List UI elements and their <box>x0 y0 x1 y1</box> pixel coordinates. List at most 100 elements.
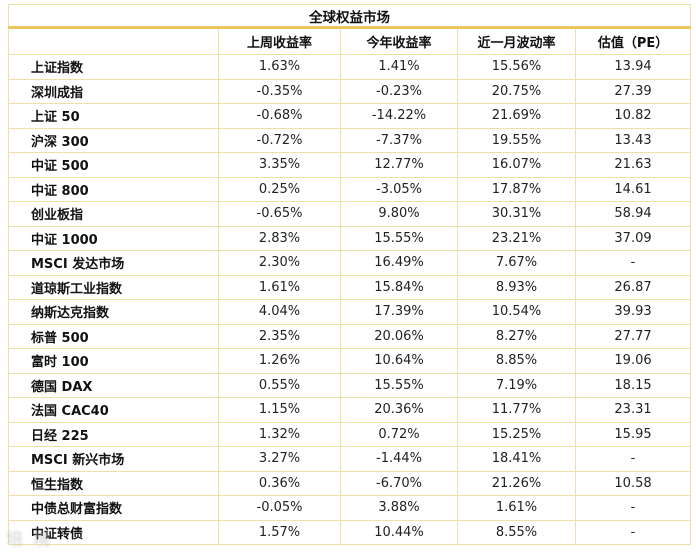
table-row: 纳斯达克指数 4.04% 17.39% 10.54% 39.93 <box>8 299 692 325</box>
ytd-return-cell: 20.06% <box>340 323 458 349</box>
valuation-pe-cell: 58.94 <box>574 201 692 227</box>
week-return-cell: -0.68% <box>218 103 341 129</box>
index-name-cell: 标普 500 <box>8 323 219 349</box>
week-return-cell: 2.35% <box>218 323 341 349</box>
table-row: MSCI 新兴市场 3.27% -1.44% 18.41% - <box>8 446 692 472</box>
ytd-return-cell: 16.49% <box>340 250 458 276</box>
ytd-return-cell: 15.55% <box>340 372 458 398</box>
month-volatility-cell: 10.54% <box>457 299 576 325</box>
week-return-cell: 4.04% <box>218 299 341 325</box>
week-return-cell: 3.35% <box>218 152 341 178</box>
index-name-cell: 富时 100 <box>8 348 219 374</box>
table-row: 创业板指 -0.65% 9.80% 30.31% 58.94 <box>8 201 692 227</box>
ytd-return-cell: 12.77% <box>340 152 458 178</box>
ytd-return-cell: 10.44% <box>340 519 458 545</box>
valuation-pe-cell: 21.63 <box>574 152 692 178</box>
index-name-cell: 中证 1000 <box>8 225 219 251</box>
week-return-cell: -0.65% <box>218 201 341 227</box>
ytd-return-cell: 0.72% <box>340 421 458 447</box>
week-return-cell: 2.83% <box>218 225 341 251</box>
month-volatility-cell: 8.85% <box>457 348 576 374</box>
month-volatility-cell: 7.67% <box>457 250 576 276</box>
column-header-ytd-return: 今年收益率 <box>340 27 458 55</box>
table-row: 中证转债 1.57% 10.44% 8.55% - <box>8 519 692 545</box>
week-return-cell: 0.36% <box>218 470 341 496</box>
week-return-cell: -0.72% <box>218 127 341 153</box>
week-return-cell: 2.30% <box>218 250 341 276</box>
week-return-cell: 1.32% <box>218 421 341 447</box>
week-return-cell: -0.35% <box>218 78 341 104</box>
table-title: 全球权益市场 <box>7 4 692 29</box>
index-name-cell: 深圳成指 <box>8 78 219 104</box>
table-title-row: 全球权益市场 <box>7 4 692 29</box>
table-row: 中债总财富指数 -0.05% 3.88% 1.61% - <box>8 495 692 521</box>
table-row: 日经 225 1.32% 0.72% 15.25% 15.95 <box>8 421 692 447</box>
index-name-cell: 中债总财富指数 <box>8 495 219 521</box>
index-name-cell: 上证 50 <box>8 103 219 129</box>
week-return-cell: 1.26% <box>218 348 341 374</box>
table-row: 中证 800 0.25% -3.05% 17.87% 14.61 <box>8 176 692 202</box>
week-return-cell: 3.27% <box>218 446 341 472</box>
index-name-cell: 沪深 300 <box>8 127 219 153</box>
table-row: 沪深 300 -0.72% -7.37% 19.55% 13.43 <box>8 127 692 153</box>
valuation-pe-cell: - <box>574 250 692 276</box>
index-name-cell: 上证指数 <box>8 54 219 80</box>
month-volatility-cell: 21.26% <box>457 470 576 496</box>
valuation-pe-cell: 10.58 <box>574 470 692 496</box>
table-row: 中证 500 3.35% 12.77% 16.07% 21.63 <box>8 152 692 178</box>
ytd-return-cell: -3.05% <box>340 176 458 202</box>
month-volatility-cell: 20.75% <box>457 78 576 104</box>
ytd-return-cell: 17.39% <box>340 299 458 325</box>
column-header-valuation-pe: 估值（PE） <box>574 27 692 55</box>
index-name-cell: 纳斯达克指数 <box>8 299 219 325</box>
table-row: MSCI 发达市场 2.30% 16.49% 7.67% - <box>8 250 692 276</box>
valuation-pe-cell: 13.43 <box>574 127 692 153</box>
valuation-pe-cell: 27.39 <box>574 78 692 104</box>
month-volatility-cell: 16.07% <box>457 152 576 178</box>
ytd-return-cell: 15.55% <box>340 225 458 251</box>
valuation-pe-cell: 39.93 <box>574 299 692 325</box>
index-name-cell: 道琼斯工业指数 <box>8 274 219 300</box>
month-volatility-cell: 17.87% <box>457 176 576 202</box>
week-return-cell: 1.15% <box>218 397 341 423</box>
ytd-return-cell: -6.70% <box>340 470 458 496</box>
table-row: 上证指数 1.63% 1.41% 15.56% 13.94 <box>8 54 692 80</box>
month-volatility-cell: 21.69% <box>457 103 576 129</box>
valuation-pe-cell: 37.09 <box>574 225 692 251</box>
table-row: 标普 500 2.35% 20.06% 8.27% 27.77 <box>8 323 692 349</box>
week-return-cell: -0.05% <box>218 495 341 521</box>
index-name-cell: 恒生指数 <box>8 470 219 496</box>
valuation-pe-cell: - <box>574 446 692 472</box>
table-row: 上证 50 -0.68% -14.22% 21.69% 10.82 <box>8 103 692 129</box>
valuation-pe-cell: - <box>574 519 692 545</box>
ytd-return-cell: -14.22% <box>340 103 458 129</box>
week-return-cell: 0.25% <box>218 176 341 202</box>
month-volatility-cell: 8.55% <box>457 519 576 545</box>
global-equity-market-table: 全球权益市场 上周收益率 今年收益率 近一月波动率 估值（PE） 上证指数 1.6… <box>7 4 692 545</box>
valuation-pe-cell: 14.61 <box>574 176 692 202</box>
index-name-cell: MSCI 发达市场 <box>8 250 219 276</box>
month-volatility-cell: 30.31% <box>457 201 576 227</box>
table-row: 深圳成指 -0.35% -0.23% 20.75% 27.39 <box>8 78 692 104</box>
table-row: 中证 1000 2.83% 15.55% 23.21% 37.09 <box>8 225 692 251</box>
month-volatility-cell: 8.93% <box>457 274 576 300</box>
ytd-return-cell: 20.36% <box>340 397 458 423</box>
index-name-cell: 中证转债 <box>8 519 219 545</box>
ytd-return-cell: 10.64% <box>340 348 458 374</box>
index-name-cell: 中证 500 <box>8 152 219 178</box>
table-header-row: 上周收益率 今年收益率 近一月波动率 估值（PE） <box>8 27 692 55</box>
month-volatility-cell: 18.41% <box>457 446 576 472</box>
table-row: 法国 CAC40 1.15% 20.36% 11.77% 23.31 <box>8 397 692 423</box>
week-return-cell: 1.61% <box>218 274 341 300</box>
column-header-index-name <box>8 27 219 55</box>
ytd-return-cell: -7.37% <box>340 127 458 153</box>
valuation-pe-cell: 10.82 <box>574 103 692 129</box>
valuation-pe-cell: 27.77 <box>574 323 692 349</box>
valuation-pe-cell: 15.95 <box>574 421 692 447</box>
index-name-cell: 日经 225 <box>8 421 219 447</box>
month-volatility-cell: 15.56% <box>457 54 576 80</box>
valuation-pe-cell: 19.06 <box>574 348 692 374</box>
valuation-pe-cell: 26.87 <box>574 274 692 300</box>
week-return-cell: 1.57% <box>218 519 341 545</box>
column-header-week-return: 上周收益率 <box>218 27 341 55</box>
